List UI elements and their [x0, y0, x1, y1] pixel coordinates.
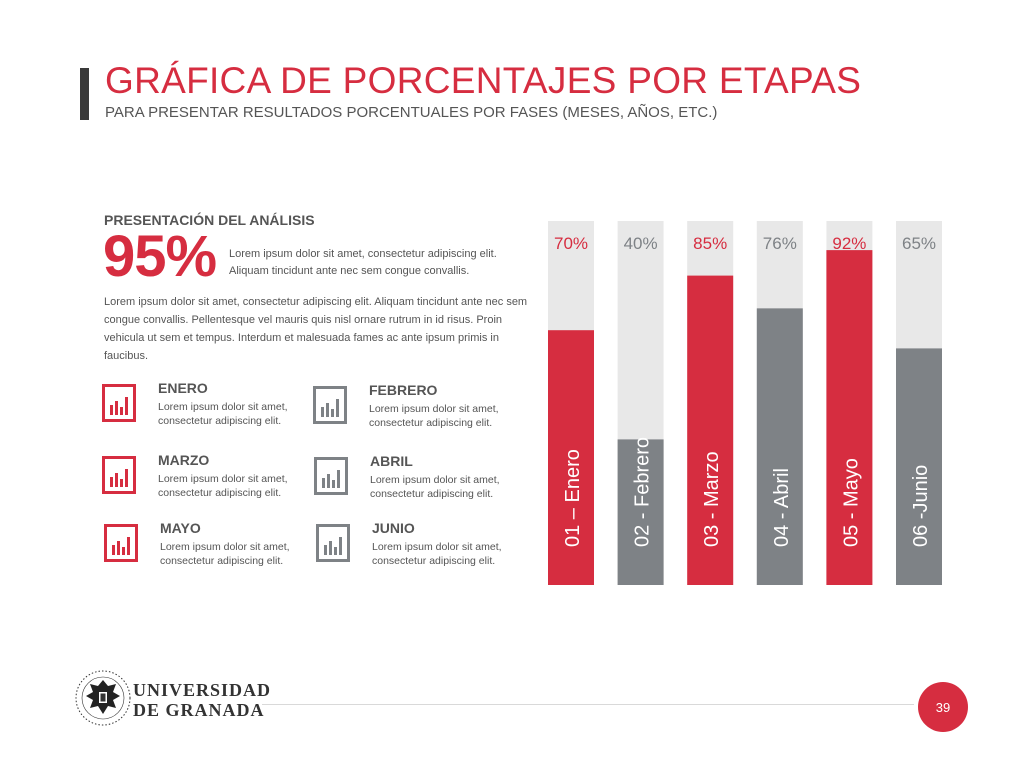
analysis-paragraph: Lorem ipsum dolor sit amet, consectetur … [104, 296, 528, 362]
bar-value-label: 70% [554, 234, 588, 253]
page-title: GRÁFICA DE PORCENTAJES POR ETAPAS [105, 60, 862, 101]
university-seal-logo [75, 670, 131, 726]
university-name-line2: DE GRANADA [133, 700, 265, 720]
bar-value-label: 76% [763, 234, 797, 253]
bar-chart-icon [102, 384, 136, 422]
title-accent-bar [80, 68, 89, 120]
month-name: ENERO [158, 380, 208, 396]
bar-value-label: 85% [693, 234, 727, 253]
month-description: Lorem ipsum dolor sit amet, consectetur … [370, 474, 500, 500]
month-item-febrero: FEBRERO Lorem ipsum dolor sit amet, cons… [313, 382, 513, 438]
bar-category-label: 01 – Enero [562, 449, 584, 547]
month-name: FEBRERO [369, 382, 438, 398]
university-name: UNIVERSIDAD DE GRANADA [133, 680, 271, 720]
month-name: MARZO [158, 452, 210, 468]
bar-category-label: 03 - Marzo [701, 451, 723, 547]
page-number-badge: 39 [918, 682, 968, 732]
month-item-abril: ABRIL Lorem ipsum dolor sit amet, consec… [314, 453, 514, 509]
bar-fill [617, 439, 664, 585]
month-description: Lorem ipsum dolor sit amet, consectetur … [369, 403, 499, 429]
bar-value-label: 92% [832, 234, 866, 253]
month-name: MAYO [160, 520, 201, 536]
footer-divider [262, 704, 914, 705]
bar-category-label: 04 - Abril [771, 468, 793, 547]
month-item-enero: ENERO Lorem ipsum dolor sit amet, consec… [102, 380, 302, 436]
month-description: Lorem ipsum dolor sit amet, consectetur … [158, 473, 288, 499]
bar-fill [756, 308, 803, 585]
page-subtitle: PARA PRESENTAR RESULTADOS PORCENTUALES P… [105, 104, 718, 121]
bar-fill [826, 250, 873, 585]
month-description: Lorem ipsum dolor sit amet, consectetur … [158, 401, 288, 427]
university-name-line1: UNIVERSIDAD [133, 680, 272, 700]
bar-chart-icon [314, 457, 348, 495]
big-percentage: 95% [103, 224, 217, 289]
big-percentage-description: Lorem ipsum dolor sit amet, consectetur … [229, 248, 497, 277]
month-name: JUNIO [372, 520, 415, 536]
bar-value-label: 65% [902, 234, 936, 253]
month-description: Lorem ipsum dolor sit amet, consectetur … [372, 541, 502, 567]
bar-category-label: 06 -Junio [910, 465, 932, 547]
bar-fill [687, 275, 734, 585]
month-item-mayo: MAYO Lorem ipsum dolor sit amet, consect… [104, 520, 304, 576]
bar-value-label: 40% [624, 234, 658, 253]
month-item-marzo: MARZO Lorem ipsum dolor sit amet, consec… [102, 452, 302, 508]
month-item-junio: JUNIO Lorem ipsum dolor sit amet, consec… [316, 520, 516, 576]
bar-chart-icon [313, 386, 347, 424]
month-description: Lorem ipsum dolor sit amet, consectetur … [160, 541, 290, 567]
bar-category-label: 05 - Mayo [840, 458, 862, 547]
bar-fill [896, 348, 942, 585]
bar-chart-icon [102, 456, 136, 494]
month-name: ABRIL [370, 453, 413, 469]
bar-category-label: 02 - Febrero [632, 437, 654, 547]
bar-chart-icon [104, 524, 138, 562]
bar-fill [548, 330, 594, 585]
bar-chart-icon [316, 524, 350, 562]
section-title: PRESENTACIÓN DEL ANÁLISIS [104, 212, 315, 228]
